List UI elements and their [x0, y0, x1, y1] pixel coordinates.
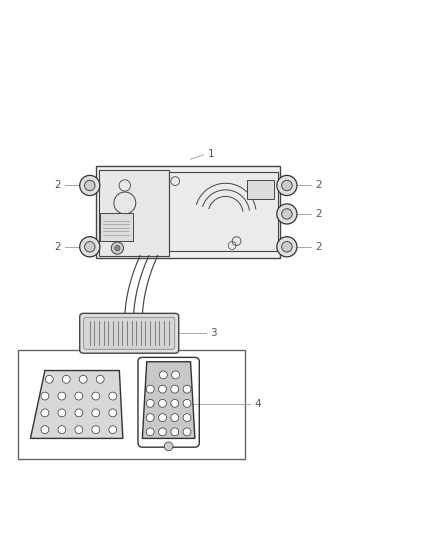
Circle shape	[41, 409, 49, 417]
Polygon shape	[30, 370, 123, 439]
Circle shape	[80, 175, 100, 196]
Circle shape	[277, 204, 297, 224]
Circle shape	[111, 242, 124, 254]
Circle shape	[79, 375, 87, 383]
Circle shape	[41, 392, 49, 400]
Circle shape	[159, 414, 166, 422]
Text: 2: 2	[315, 209, 322, 219]
Circle shape	[171, 414, 179, 422]
Circle shape	[109, 392, 117, 400]
Text: 2: 2	[54, 181, 60, 190]
FancyBboxPatch shape	[80, 313, 179, 353]
Circle shape	[159, 385, 166, 393]
Circle shape	[45, 375, 53, 383]
Circle shape	[41, 426, 49, 434]
Circle shape	[92, 392, 100, 400]
Circle shape	[277, 175, 297, 196]
Circle shape	[282, 241, 292, 252]
Circle shape	[85, 241, 95, 252]
FancyBboxPatch shape	[99, 170, 169, 255]
Circle shape	[172, 371, 180, 379]
Circle shape	[183, 399, 191, 407]
Circle shape	[183, 428, 191, 436]
Circle shape	[96, 375, 104, 383]
Circle shape	[164, 442, 173, 451]
Circle shape	[115, 246, 120, 251]
FancyBboxPatch shape	[84, 317, 175, 349]
Circle shape	[183, 385, 191, 393]
Circle shape	[58, 392, 66, 400]
Circle shape	[171, 385, 179, 393]
Text: 2: 2	[315, 181, 322, 190]
Circle shape	[146, 414, 154, 422]
Text: 2: 2	[315, 242, 322, 252]
Circle shape	[80, 237, 100, 257]
Text: 3: 3	[210, 328, 217, 338]
Circle shape	[58, 426, 66, 434]
Circle shape	[62, 375, 70, 383]
Circle shape	[58, 409, 66, 417]
Text: 1: 1	[208, 149, 215, 159]
Circle shape	[146, 399, 154, 407]
Circle shape	[92, 409, 100, 417]
Circle shape	[159, 428, 166, 436]
Circle shape	[75, 409, 83, 417]
FancyBboxPatch shape	[169, 172, 278, 251]
Circle shape	[75, 392, 83, 400]
Circle shape	[146, 385, 154, 393]
Circle shape	[171, 428, 179, 436]
Circle shape	[109, 409, 117, 417]
Circle shape	[277, 237, 297, 257]
Circle shape	[109, 426, 117, 434]
Circle shape	[146, 428, 154, 436]
Circle shape	[159, 399, 166, 407]
Circle shape	[282, 180, 292, 191]
FancyBboxPatch shape	[100, 213, 133, 241]
FancyBboxPatch shape	[247, 180, 274, 199]
Circle shape	[282, 209, 292, 219]
FancyBboxPatch shape	[18, 350, 245, 459]
Circle shape	[75, 426, 83, 434]
Circle shape	[159, 371, 167, 379]
Text: 2: 2	[54, 242, 60, 252]
Polygon shape	[142, 362, 195, 439]
FancyBboxPatch shape	[96, 166, 280, 258]
Circle shape	[183, 414, 191, 422]
Circle shape	[85, 180, 95, 191]
Circle shape	[171, 399, 179, 407]
Text: 4: 4	[254, 399, 261, 409]
Circle shape	[92, 426, 100, 434]
